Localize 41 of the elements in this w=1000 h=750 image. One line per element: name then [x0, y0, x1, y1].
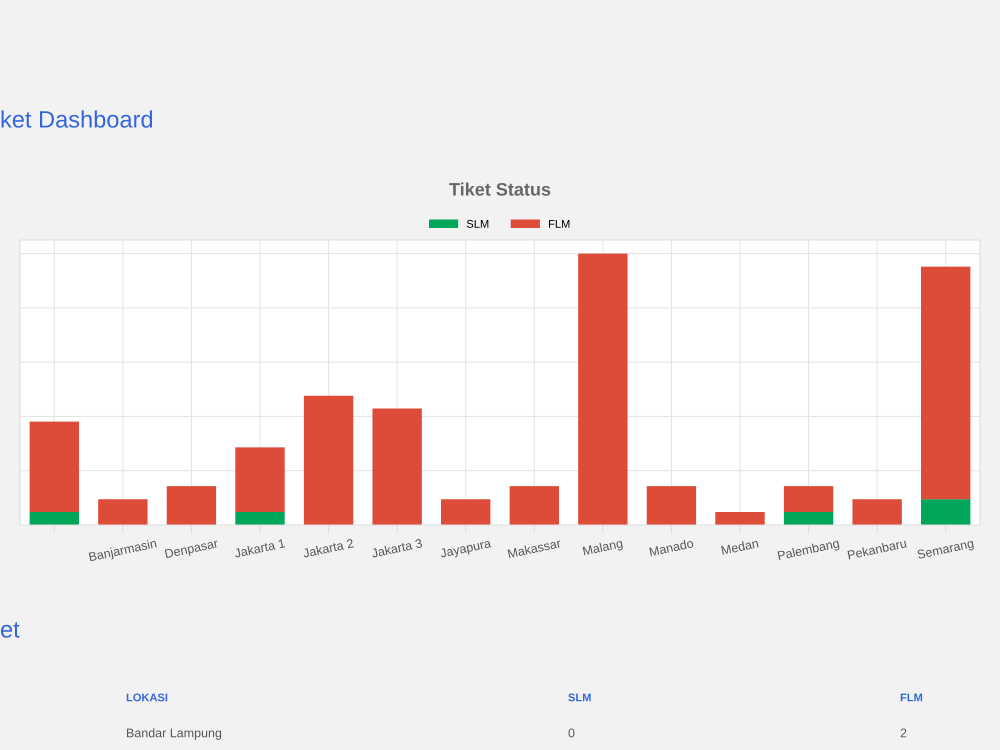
bar — [372, 408, 422, 525]
x-tick-label: Jakarta 2 — [302, 538, 354, 558]
bar — [921, 266, 970, 500]
text: et — [1, 622, 20, 638]
chart-title: Tiket Status — [449, 182, 550, 196]
text: LOKASI — [126, 693, 168, 702]
x-tick-label: Medan — [721, 538, 759, 555]
x-tick-label: Jakarta 3 — [370, 538, 422, 558]
text: 0 — [568, 728, 574, 738]
text: SLM — [568, 693, 591, 702]
text: 2 — [900, 728, 906, 738]
bar — [235, 512, 285, 525]
bar — [98, 499, 148, 525]
x-tick-label: Pekanbaru — [847, 538, 907, 560]
bar — [235, 447, 285, 512]
bar — [784, 486, 834, 512]
bar — [715, 512, 765, 525]
x-tick-label: Jayapura — [440, 538, 492, 560]
bar — [784, 512, 834, 525]
bar — [166, 486, 216, 525]
bar — [646, 486, 696, 525]
x-tick-label: Semarang — [916, 538, 974, 562]
x-tick-label: Makassar — [508, 538, 562, 558]
bar — [921, 499, 970, 525]
x-tick-label: Denpasar — [164, 538, 219, 561]
text: ket Dashboard — [2, 110, 152, 128]
legend-label: SLM — [466, 220, 488, 228]
text: FLM — [900, 694, 922, 702]
bar — [304, 396, 354, 525]
bar — [510, 486, 559, 525]
text: Bandar Lampung — [127, 728, 222, 740]
bar — [852, 499, 902, 525]
x-tick-label: Manado — [649, 538, 694, 556]
bar — [578, 254, 628, 525]
legend-label: FLM — [549, 220, 570, 228]
bar — [30, 512, 79, 525]
bar — [30, 422, 79, 512]
x-tick-label: Jakarta 1 — [234, 538, 286, 558]
bar — [441, 499, 490, 525]
x-tick-label: Palembang — [777, 538, 840, 563]
x-tick-label: Malang — [582, 538, 624, 558]
